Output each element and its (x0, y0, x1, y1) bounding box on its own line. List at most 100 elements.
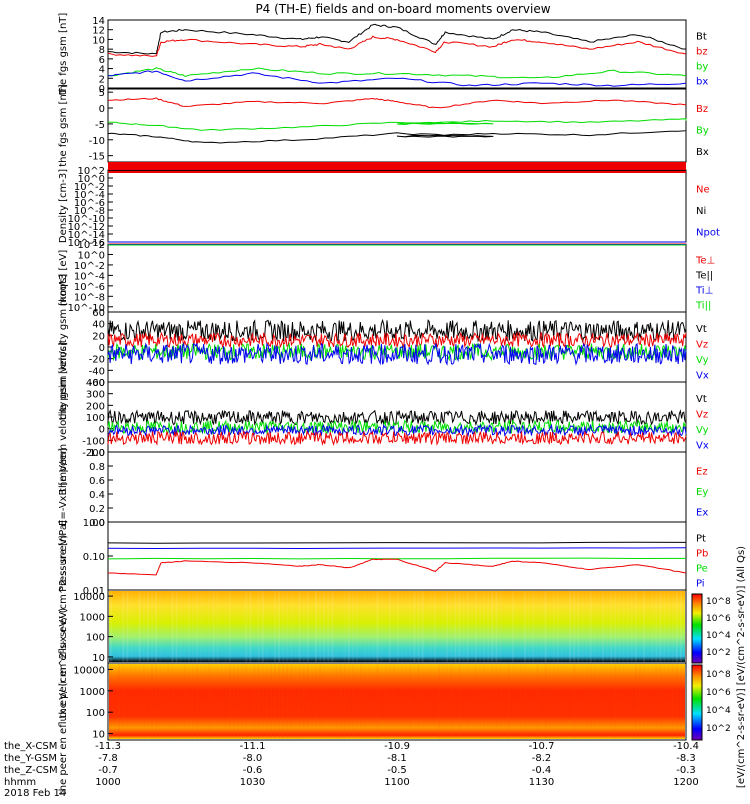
spectrogram-streak (454, 664, 456, 739)
series-pi-line (107, 547, 687, 550)
spectrogram-streak (647, 664, 649, 739)
spectrogram-streak (626, 591, 629, 662)
legend-entry: Te|| (695, 271, 713, 282)
spectrogram-streak (130, 664, 133, 739)
spectrogram-streak (228, 664, 231, 739)
legend-entry: Ni (696, 206, 706, 217)
spectrogram-streak (528, 664, 530, 739)
spectrogram-streak (208, 591, 211, 662)
spectrogram-streak (536, 591, 538, 662)
spectrogram-streak (233, 591, 235, 662)
spectrogram-streak (651, 591, 654, 662)
spectrogram-streak (434, 664, 436, 739)
panel-density: 10^210^010^-210^-410^-610^-810^-1010^-12… (58, 166, 720, 249)
spectrogram-streak (586, 591, 588, 662)
y-tick-label: 300 (86, 390, 105, 401)
spectrogram-streak (471, 591, 473, 662)
spectrogram-streak (577, 591, 580, 662)
spectrogram-streak (442, 591, 444, 662)
spectrogram-streak (622, 591, 625, 662)
spectrogram-streak (298, 664, 301, 739)
spectrogram-streak (278, 591, 281, 662)
spectrogram-streak (643, 591, 645, 662)
y-axis-label: the peim velocity gsm [km/s] (58, 274, 69, 421)
spectrogram-streak (561, 664, 563, 739)
y-tick-label: 100 (86, 413, 105, 424)
legend-entry: Vt (696, 324, 707, 335)
x-axis-value: 1030 (240, 777, 265, 788)
legend-entry: Ne (696, 185, 710, 196)
spectrogram-streak (221, 591, 223, 662)
spectrogram-streak (438, 664, 440, 739)
spectrogram-streak (171, 664, 174, 739)
spectrogram-streak (643, 664, 645, 739)
spectrogram-streak (556, 664, 559, 739)
spectrogram-streak (544, 591, 547, 662)
spectrogram-streak (655, 664, 658, 739)
legend-entry: Vz (696, 409, 708, 420)
y-tick-label: 60 (92, 308, 105, 319)
spectrogram-streak (516, 591, 518, 662)
spectrogram-streak (200, 664, 202, 739)
spectrogram-streak (675, 591, 678, 662)
x-axis-value: 1130 (529, 777, 554, 788)
spectrogram-streak (159, 664, 161, 739)
spectrogram-streak (450, 591, 453, 662)
panel-frame (107, 521, 687, 591)
spectrogram-streak (504, 591, 506, 662)
spectrogram-streak (118, 591, 120, 662)
series-pb-line (108, 558, 687, 576)
y-tick-label: -100 (82, 436, 105, 447)
legend-entry: Ti|| (695, 301, 711, 312)
spectrogram-streak (372, 591, 374, 662)
series-vz-line (107, 429, 687, 447)
spectrogram-streak (384, 664, 387, 739)
legend-entry: By (696, 126, 709, 137)
x-axis-value: -11.1 (240, 741, 266, 752)
spectrogram-streak (458, 591, 461, 662)
spectrogram-streak (552, 664, 555, 739)
y-tick-label: 10^2 (78, 166, 105, 177)
footer-date: 2018 Feb 14 (4, 788, 66, 799)
spectrogram-streak (180, 664, 182, 739)
spectrogram-streak (302, 664, 305, 739)
spectrogram-streak (598, 664, 600, 739)
density-band (108, 162, 686, 170)
spectrogram-streak (618, 591, 621, 662)
spectrogram-streak (651, 664, 653, 739)
legend-entry: Pt (696, 534, 706, 545)
spectrogram-streak (360, 664, 363, 739)
legend-entry: Vx (696, 440, 709, 451)
panel-efield: 1.0 0.8 0.6 0.4 0.2 0.0 E=-VxB [mV/m] Ez Ey Ex (58, 448, 708, 529)
x-axis-value: -10.9 (384, 741, 410, 752)
x-axis-value: -11.3 (95, 741, 121, 752)
spectrogram-streak (438, 591, 440, 662)
panel-frame (107, 169, 687, 243)
spectrogram-streak (634, 664, 637, 739)
y-tick-label: 12 (92, 26, 105, 37)
y-tick-label: 1000 (80, 612, 105, 623)
legend-entry: Ex (696, 508, 708, 519)
spectrogram-streak (261, 591, 264, 662)
spectrogram-streak (220, 664, 223, 739)
spectrogram-streak (147, 664, 149, 739)
y-tick-label: 100 (86, 633, 105, 644)
colorbar-tick: 10^6 (706, 614, 731, 624)
spectrogram-streak (516, 664, 518, 739)
colorbar-tick: 10^8 (706, 597, 731, 607)
x-axis-value: 1200 (673, 777, 698, 788)
y-tick-label: 1000 (80, 687, 105, 698)
spectrogram-streak (204, 591, 206, 662)
spectrogram-streak (397, 664, 399, 739)
y-axis-label: Pressure [nPa] (58, 520, 69, 592)
y-tick-label: 1.0 (89, 448, 105, 459)
x-axis-value: -0.6 (243, 765, 263, 776)
spectrogram-streak (249, 591, 252, 662)
spectrogram-streak (483, 591, 486, 662)
spectrogram-streak (598, 591, 600, 662)
spectrogram-streak (417, 591, 420, 662)
colorbar-tick: 10^4 (706, 706, 731, 716)
legend-entry: Te⊥ (695, 256, 715, 267)
colorbar-tick: 10^4 (706, 631, 731, 641)
